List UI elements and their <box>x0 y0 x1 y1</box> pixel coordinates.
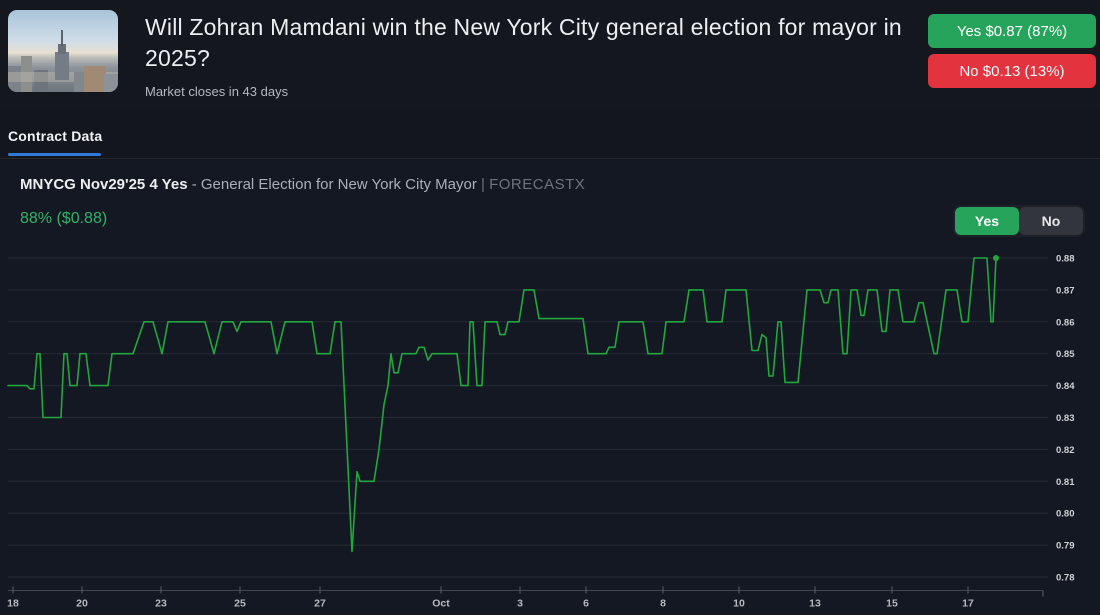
svg-text:0.86: 0.86 <box>1056 317 1075 328</box>
contract-symbol: MNYCG Nov29'25 4 Yes <box>20 176 188 193</box>
svg-text:25: 25 <box>234 598 246 610</box>
svg-text:0.82: 0.82 <box>1056 445 1075 456</box>
svg-text:0.80: 0.80 <box>1056 509 1075 520</box>
svg-text:0.83: 0.83 <box>1056 413 1075 424</box>
contract-heading: MNYCG Nov29'25 4 Yes - General Election … <box>20 176 585 193</box>
svg-text:0.81: 0.81 <box>1056 477 1075 488</box>
no-price-button[interactable]: No $0.13 (13%) <box>928 54 1096 88</box>
svg-text:0.85: 0.85 <box>1056 349 1075 360</box>
svg-text:27: 27 <box>314 598 326 610</box>
tab-bar: Contract Data <box>0 110 1100 160</box>
contract-pipe: | <box>476 176 490 193</box>
market-header: Will Zohran Mamdani win the New York Cit… <box>0 0 1100 110</box>
svg-text:Oct: Oct <box>432 598 450 610</box>
svg-text:0.84: 0.84 <box>1056 381 1075 392</box>
toggle-no-button[interactable]: No <box>1019 207 1083 235</box>
contract-dash: - <box>187 176 201 193</box>
active-tab-indicator <box>8 153 101 156</box>
svg-text:13: 13 <box>809 598 821 610</box>
svg-text:18: 18 <box>7 598 19 610</box>
market-title: Will Zohran Mamdani win the New York Cit… <box>145 14 902 71</box>
svg-text:0.87: 0.87 <box>1056 285 1075 296</box>
current-price-label: 88% ($0.88) <box>20 210 108 227</box>
svg-text:0.88: 0.88 <box>1056 254 1075 265</box>
svg-text:3: 3 <box>517 598 523 610</box>
contract-exchange: FORECASTX <box>489 176 586 193</box>
skyline-art <box>8 66 22 92</box>
svg-text:0.79: 0.79 <box>1056 541 1075 552</box>
svg-text:6: 6 <box>583 598 589 610</box>
svg-text:23: 23 <box>155 598 167 610</box>
price-history-chart[interactable]: 0.88 0.87 0.86 0.85 0.84 0.83 0.82 0.81 0.80 0.79… <box>0 243 1100 615</box>
yes-price-button[interactable]: Yes $0.87 (87%) <box>928 14 1096 48</box>
contract-description: General Election for New York City Mayor <box>200 176 477 193</box>
svg-text:15: 15 <box>886 598 898 610</box>
svg-text:10: 10 <box>733 598 745 610</box>
svg-text:17: 17 <box>962 598 974 610</box>
tab-contract-data[interactable]: Contract Data <box>8 128 103 144</box>
svg-text:0.78: 0.78 <box>1056 573 1075 584</box>
empire-state-building <box>55 52 69 80</box>
yes-no-toggle: Yes No <box>953 205 1085 237</box>
svg-text:8: 8 <box>660 598 666 610</box>
contract-panel: MNYCG Nov29'25 4 Yes - General Election … <box>0 160 1100 615</box>
svg-text:20: 20 <box>76 598 88 610</box>
tab-divider <box>0 158 1100 159</box>
market-thumbnail-image <box>8 10 118 92</box>
market-closes-label: Market closes in 43 days <box>145 84 289 99</box>
toggle-yes-button[interactable]: Yes <box>955 207 1019 235</box>
